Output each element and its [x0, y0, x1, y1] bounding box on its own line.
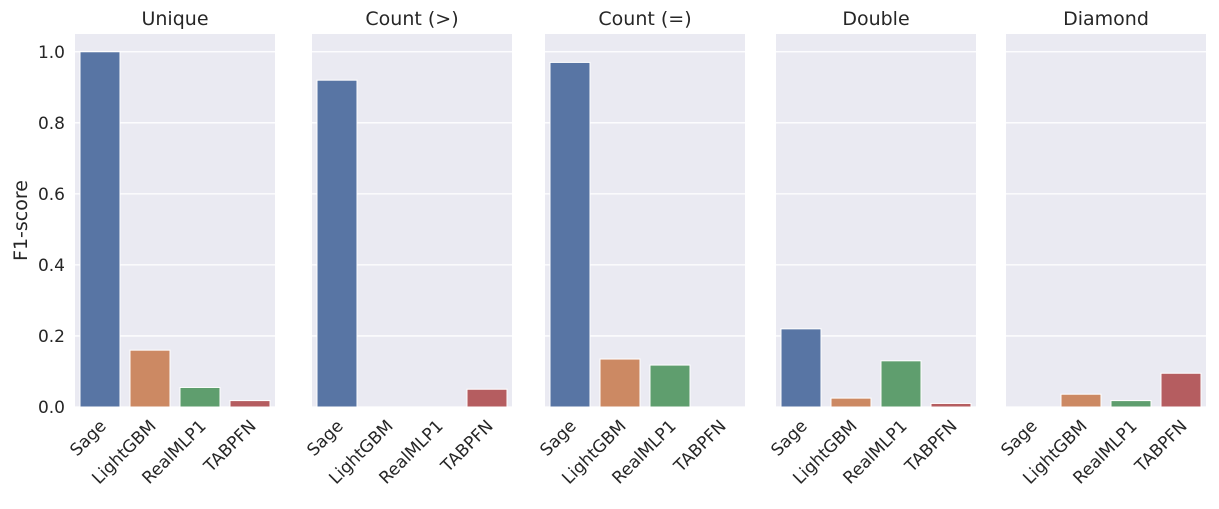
bar-tabpfn	[466, 388, 508, 408]
y-tick-label: 0.8	[38, 114, 65, 134]
bar-sage	[79, 51, 121, 408]
bar-tabpfn	[930, 402, 972, 408]
y-axis-label: F1-score	[10, 180, 32, 261]
bar-lightgbm	[599, 358, 641, 408]
x-tick-label: TABPFN	[901, 416, 962, 477]
x-tick-label: Sage	[66, 416, 110, 460]
bar-lightgbm	[129, 349, 171, 408]
panel-title: Unique	[141, 8, 208, 30]
bar-tabpfn	[1160, 372, 1202, 408]
bar-sage	[549, 61, 591, 408]
panel-title: Double	[842, 8, 909, 30]
bar-realmlp1	[649, 364, 691, 408]
bar-sage	[316, 79, 358, 408]
bar-lightgbm	[1060, 393, 1102, 408]
panel-title: Diamond	[1063, 8, 1149, 30]
bar-realmlp1	[880, 360, 922, 408]
y-tick-label: 0.2	[38, 327, 65, 347]
panel-title: Count (>)	[365, 8, 458, 30]
x-tick-label: TABPFN	[670, 416, 731, 477]
panel-title: Count (=)	[598, 8, 691, 30]
x-tick-label: TABPFN	[1131, 416, 1192, 477]
panel-background	[1006, 34, 1206, 407]
y-tick-label: 0.0	[38, 398, 65, 418]
bar-sage	[780, 328, 822, 408]
bar-realmlp1	[1110, 400, 1152, 408]
bar-tabpfn	[229, 400, 271, 408]
y-tick-label: 0.4	[38, 256, 65, 276]
x-tick-label: Sage	[997, 416, 1041, 460]
x-tick-label: TABPFN	[437, 416, 498, 477]
bar-realmlp1	[179, 386, 221, 408]
x-tick-label: TABPFN	[200, 416, 261, 477]
x-tick-label: Sage	[536, 416, 580, 460]
y-tick-label: 0.6	[38, 185, 65, 205]
x-tick-label: Sage	[303, 416, 347, 460]
bar-lightgbm	[830, 397, 872, 408]
y-tick-label: 1.0	[38, 43, 65, 63]
panel-0: 0.00.20.40.60.81.0SageLightGBMRealMLP1TA…	[38, 8, 275, 488]
x-tick-label: Sage	[767, 416, 811, 460]
